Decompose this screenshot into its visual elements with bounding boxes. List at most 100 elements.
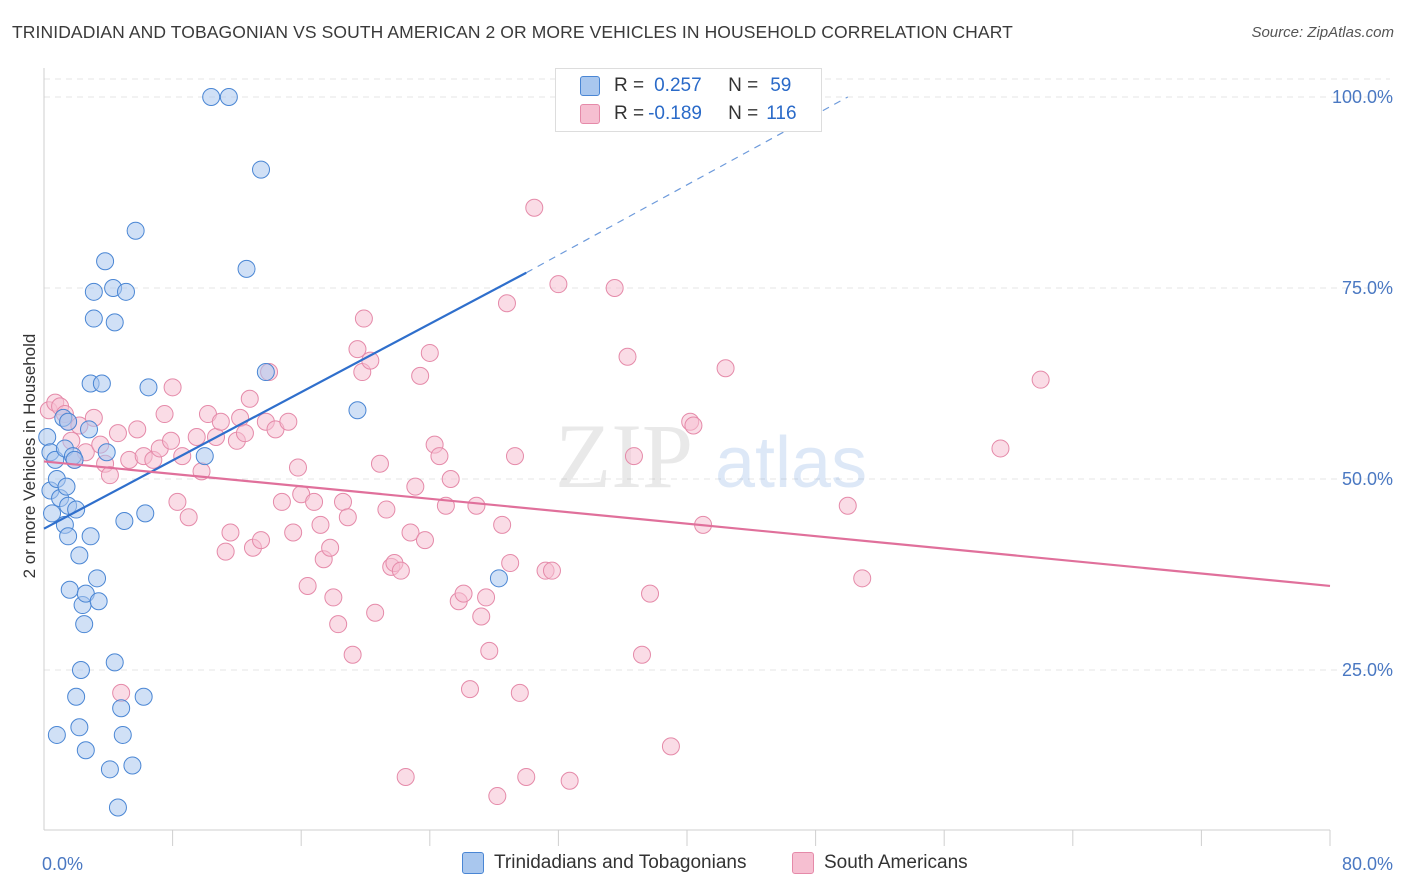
trinidadian-point bbox=[100, 760, 119, 779]
trinidadian-point bbox=[84, 309, 103, 328]
trinidadian-point bbox=[89, 592, 108, 611]
trinidadian-point bbox=[112, 699, 131, 718]
south-american-point bbox=[517, 767, 536, 786]
south-american-point bbox=[549, 275, 568, 294]
trinidadian-point bbox=[84, 282, 103, 301]
south-american-point bbox=[321, 538, 340, 557]
south-american-point bbox=[641, 584, 660, 603]
trinidadian-point bbox=[136, 504, 155, 523]
south-american-point bbox=[684, 416, 703, 435]
trinidadian-point bbox=[108, 798, 127, 817]
trinidadian-point bbox=[237, 259, 256, 278]
south-american-point bbox=[853, 569, 872, 588]
south-american-point bbox=[324, 588, 343, 607]
trinidadian-point bbox=[92, 374, 111, 393]
south-american-point bbox=[311, 515, 330, 534]
watermark-atlas: atlas bbox=[715, 423, 867, 503]
trinidadian-point bbox=[126, 221, 145, 240]
trinidadian-point bbox=[43, 504, 62, 523]
south-american-point bbox=[430, 447, 449, 466]
south-american-point bbox=[179, 508, 198, 527]
south-american-point bbox=[343, 645, 362, 664]
south-american-point bbox=[497, 294, 516, 313]
blue-series-icon bbox=[462, 852, 484, 874]
legend-n-value: 116 bbox=[766, 103, 797, 124]
trinidadian-point bbox=[97, 443, 116, 462]
south-american-point bbox=[505, 447, 524, 466]
south-american-point bbox=[348, 340, 367, 359]
bottom-legend-blue: Trinidadians and Tobagonians bbox=[462, 852, 746, 874]
south-american-point bbox=[298, 576, 317, 595]
south-american-point bbox=[501, 554, 520, 573]
south-american-point bbox=[454, 584, 473, 603]
y-tick-label: 25.0% bbox=[1342, 660, 1393, 680]
south-american-point bbox=[391, 561, 410, 580]
south-american-point bbox=[128, 420, 147, 439]
trinidadian-point bbox=[46, 450, 65, 469]
south-american-point bbox=[1031, 370, 1050, 389]
trinidadian-point bbox=[67, 687, 86, 706]
trinidadian-point bbox=[57, 477, 76, 496]
grid-lines bbox=[44, 78, 1390, 671]
south-american-point bbox=[155, 405, 174, 424]
south-american-point bbox=[284, 523, 303, 542]
trinidadian-point bbox=[96, 252, 115, 271]
south-american-point bbox=[477, 588, 496, 607]
south-american-point bbox=[716, 359, 735, 378]
south-american-point bbox=[661, 737, 680, 756]
south-american-point bbox=[252, 531, 271, 550]
trinidadian-point bbox=[113, 725, 132, 744]
south-american-point bbox=[632, 645, 651, 664]
source-label: Source: ZipAtlas.com bbox=[1251, 24, 1394, 41]
south-american-point bbox=[401, 523, 420, 542]
south-american-point bbox=[605, 279, 624, 297]
x-tick-label-min: 0.0% bbox=[42, 854, 83, 874]
trinidadian-point bbox=[76, 741, 95, 760]
south-american-point bbox=[406, 477, 425, 496]
trinidadian-point bbox=[202, 88, 221, 106]
south-american-point bbox=[838, 496, 857, 515]
south-american-point bbox=[618, 347, 637, 366]
south-american-point bbox=[163, 378, 182, 397]
watermark: ZIP atlas bbox=[555, 405, 867, 507]
trinidadian-point bbox=[219, 88, 238, 106]
trinidadian-point bbox=[75, 615, 94, 634]
correlation-legend: R = 0.257 N = 59 R = -0.189 N = 116 bbox=[555, 68, 822, 132]
south-american-point bbox=[991, 439, 1010, 458]
trinidadian-point bbox=[60, 580, 79, 599]
south-american-point bbox=[366, 603, 385, 622]
south-american-points bbox=[39, 198, 1050, 806]
south-american-point bbox=[493, 515, 512, 534]
south-american-point bbox=[377, 500, 396, 519]
bottom-legend-label: Trinidadians and Tobagonians bbox=[494, 852, 747, 873]
legend-r-label: R = bbox=[614, 75, 645, 96]
trinidadian-point bbox=[81, 527, 100, 546]
trinidadian-point bbox=[70, 546, 89, 565]
trinidadian-point bbox=[489, 569, 508, 588]
trinidadian-point bbox=[256, 363, 275, 382]
south-american-point bbox=[288, 458, 307, 477]
x-tick-label-max: 80.0% bbox=[1342, 854, 1393, 874]
legend-r-label: R = bbox=[614, 103, 645, 124]
legend-n-label: N = bbox=[728, 103, 759, 124]
south-american-point bbox=[472, 607, 491, 626]
pink-swatch-icon bbox=[580, 104, 600, 124]
pink-trend-line bbox=[43, 460, 1331, 588]
south-american-point bbox=[161, 431, 180, 450]
south-american-point bbox=[100, 466, 119, 485]
south-american-point bbox=[168, 492, 187, 511]
south-american-point bbox=[411, 366, 430, 385]
trinidadian-point bbox=[116, 282, 135, 301]
south-american-point bbox=[624, 447, 643, 466]
y-axis-tick-labels: 100.0% 75.0% 50.0% 25.0% bbox=[1332, 87, 1393, 680]
trinidadian-point bbox=[70, 718, 89, 737]
trinidadian-points bbox=[38, 88, 508, 817]
south-american-point bbox=[370, 454, 389, 473]
chart-title: TRINIDADIAN AND TOBAGONIAN VS SOUTH AMER… bbox=[12, 22, 1013, 42]
trinidadian-point bbox=[195, 447, 214, 466]
south-american-point bbox=[221, 523, 240, 542]
bottom-legend-pink: South Americans bbox=[792, 852, 968, 874]
south-american-point bbox=[354, 309, 373, 328]
pink-series-icon bbox=[792, 852, 814, 874]
